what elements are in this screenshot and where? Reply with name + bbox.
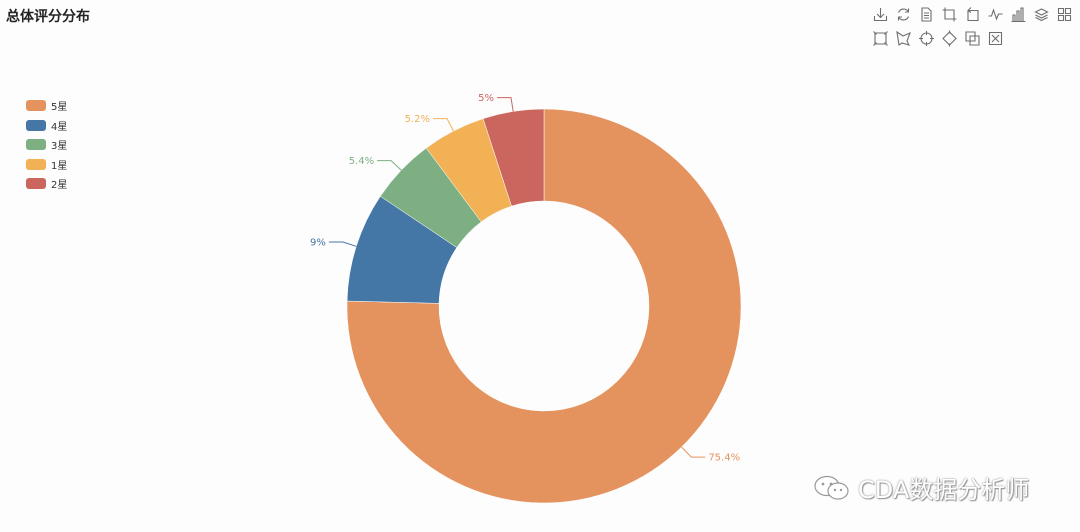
zoom-reset-icon[interactable] [964, 6, 981, 23]
legend-swatch [26, 178, 46, 190]
legend-item[interactable]: 4星 [26, 116, 67, 136]
clear-select-icon[interactable] [941, 30, 958, 47]
legend-item[interactable]: 3星 [26, 135, 67, 155]
donut-slice[interactable] [346, 108, 742, 504]
legend-label: 1星 [51, 160, 68, 172]
label-leader-line [433, 118, 454, 132]
legend-item[interactable]: 2星 [26, 174, 67, 194]
legend-item[interactable]: 1星 [26, 155, 67, 175]
brush-icon[interactable] [964, 30, 981, 47]
legend-label: 4星 [51, 121, 68, 133]
slice-label: 5.2% [405, 114, 430, 125]
download-icon[interactable] [872, 6, 889, 23]
wechat-icon [814, 475, 849, 500]
polygon-select-icon[interactable] [895, 30, 912, 47]
legend-item[interactable]: 5星 [26, 96, 67, 116]
slice-label: 9% [310, 238, 326, 249]
legend-label: 3星 [51, 141, 68, 153]
donut-slice[interactable] [482, 108, 545, 207]
watermark: CDA数据分析师 [812, 470, 1029, 505]
chart-legend: 5星 4星 3星 1星 2星 [26, 96, 67, 194]
slice-label: 75.4% [708, 453, 740, 464]
slice-label: 5% [478, 93, 494, 104]
legend-swatch [26, 139, 46, 151]
data-view-icon[interactable] [918, 6, 935, 23]
line-chart-icon[interactable] [987, 6, 1004, 23]
legend-label: 2星 [51, 180, 68, 192]
toolbox [872, 6, 1078, 54]
legend-swatch [26, 158, 46, 170]
stack-icon[interactable] [1033, 6, 1050, 23]
brush-clear-icon[interactable] [987, 30, 1004, 47]
bar-chart-icon[interactable] [1010, 6, 1027, 23]
label-leader-line [496, 97, 514, 112]
label-leader-line [377, 160, 402, 171]
slice-label: 5.4% [349, 156, 374, 167]
legend-swatch [26, 100, 46, 112]
zoom-icon[interactable] [941, 6, 958, 23]
tiled-icon[interactable] [1056, 6, 1073, 23]
legend-label: 5星 [51, 102, 68, 114]
label-leader-line [328, 241, 357, 247]
refresh-icon[interactable] [895, 6, 912, 23]
label-leader-line [681, 446, 706, 458]
keep-select-icon[interactable] [918, 30, 935, 47]
legend-swatch [26, 119, 46, 131]
rect-select-icon[interactable] [872, 30, 889, 47]
watermark-text: CDA数据分析师 [858, 476, 1030, 504]
chart-title: 总体评分分布 [6, 9, 90, 25]
